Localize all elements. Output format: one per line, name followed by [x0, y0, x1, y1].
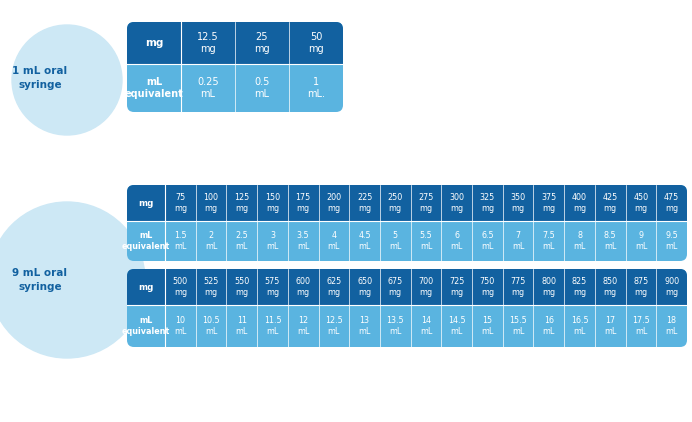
Text: 150
mg: 150 mg [265, 193, 280, 213]
Text: 875
mg: 875 mg [633, 277, 648, 297]
Text: 200
mg: 200 mg [327, 193, 341, 213]
Text: 175
mg: 175 mg [295, 193, 311, 213]
Text: 9 mL oral
syringe: 9 mL oral syringe [12, 268, 68, 292]
Text: 775
mg: 775 mg [511, 277, 526, 297]
Text: 8
mL: 8 mL [574, 231, 585, 251]
Text: 10
mL: 10 mL [174, 316, 187, 335]
Text: 6.5
mL: 6.5 mL [481, 231, 493, 251]
FancyBboxPatch shape [127, 269, 687, 305]
FancyBboxPatch shape [127, 185, 687, 261]
Bar [127, 214, 687, 221]
Circle shape [0, 202, 145, 358]
Text: 25
mg: 25 mg [254, 32, 270, 54]
Text: 1.5
mL: 1.5 mL [174, 231, 187, 251]
Text: 9
mL: 9 mL [635, 231, 647, 251]
Text: 10.5
mL: 10.5 mL [202, 316, 220, 335]
Text: 5
mL: 5 mL [389, 231, 401, 251]
Text: mL
equivalent: mL equivalent [122, 231, 170, 251]
Text: 16
mL: 16 mL [543, 316, 555, 335]
Text: mg: mg [138, 282, 154, 292]
Text: 4
mL: 4 mL [328, 231, 340, 251]
Text: 350
mg: 350 mg [511, 193, 526, 213]
Text: 3
mL: 3 mL [266, 231, 279, 251]
Text: 18
mL: 18 mL [666, 316, 678, 335]
Circle shape [12, 25, 122, 135]
Text: 625
mg: 625 mg [326, 277, 342, 297]
Text: 12.5
mg: 12.5 mg [197, 32, 219, 54]
FancyBboxPatch shape [127, 22, 343, 64]
Text: 750
mg: 750 mg [480, 277, 495, 297]
Text: 12
mL: 12 mL [297, 316, 309, 335]
Text: 300
mg: 300 mg [449, 193, 464, 213]
Text: 0.25
mL: 0.25 mL [197, 77, 219, 99]
Text: 17.5
mL: 17.5 mL [632, 316, 650, 335]
Text: mL
equivalent: mL equivalent [125, 77, 183, 99]
Text: 1
mL.: 1 mL. [307, 77, 325, 99]
Text: 600
mg: 600 mg [295, 277, 311, 297]
Text: 14.5
mL: 14.5 mL [448, 316, 466, 335]
Text: 575
mg: 575 mg [265, 277, 280, 297]
Text: 0.5
mL: 0.5 mL [255, 77, 270, 99]
Text: 14
mL: 14 mL [420, 316, 432, 335]
Text: 5.5
mL: 5.5 mL [419, 231, 432, 251]
Text: mL
equivalent: mL equivalent [122, 316, 170, 336]
Text: 425
mg: 425 mg [603, 193, 618, 213]
FancyBboxPatch shape [127, 269, 687, 347]
Text: 9.5
mL: 9.5 mL [665, 231, 678, 251]
Text: 13.5
mL: 13.5 mL [386, 316, 404, 335]
Text: 700
mg: 700 mg [419, 277, 434, 297]
Text: 11.5
mL: 11.5 mL [264, 316, 281, 335]
Text: 1 mL oral
syringe: 1 mL oral syringe [12, 66, 68, 89]
FancyBboxPatch shape [127, 185, 687, 221]
Text: 825
mg: 825 mg [572, 277, 587, 297]
Text: 2.5
mL: 2.5 mL [235, 231, 248, 251]
Text: 250
mg: 250 mg [388, 193, 403, 213]
Text: 125
mg: 125 mg [234, 193, 249, 213]
Text: 50
mg: 50 mg [308, 32, 324, 54]
Text: 375
mg: 375 mg [541, 193, 556, 213]
Text: 3.5
mL: 3.5 mL [297, 231, 309, 251]
Text: 675
mg: 675 mg [388, 277, 403, 297]
Text: 75
mg: 75 mg [174, 193, 187, 213]
Text: mg: mg [145, 38, 163, 48]
Text: 475
mg: 475 mg [664, 193, 680, 213]
Text: 500
mg: 500 mg [173, 277, 188, 297]
Text: 12.5
mL: 12.5 mL [325, 316, 343, 335]
FancyBboxPatch shape [127, 22, 343, 112]
Text: 17
mL: 17 mL [604, 316, 617, 335]
Text: 11
mL: 11 mL [235, 316, 248, 335]
Text: mg: mg [138, 198, 154, 208]
Text: 8.5
mL: 8.5 mL [604, 231, 617, 251]
Text: 100
mg: 100 mg [203, 193, 219, 213]
Text: 525
mg: 525 mg [203, 277, 219, 297]
Text: 725
mg: 725 mg [449, 277, 464, 297]
Text: 15
mL: 15 mL [481, 316, 493, 335]
Text: 850
mg: 850 mg [603, 277, 618, 297]
Text: 13
mL: 13 mL [358, 316, 371, 335]
Text: 7
mL: 7 mL [512, 231, 525, 251]
Text: 900
mg: 900 mg [664, 277, 680, 297]
Text: 275
mg: 275 mg [418, 193, 434, 213]
Bar [127, 57, 343, 64]
Text: 15.5
mL: 15.5 mL [509, 316, 527, 335]
Text: 325
mg: 325 mg [480, 193, 495, 213]
Text: 400
mg: 400 mg [572, 193, 587, 213]
Text: 6
mL: 6 mL [450, 231, 463, 251]
Text: 800
mg: 800 mg [541, 277, 556, 297]
Text: 16.5
mL: 16.5 mL [571, 316, 588, 335]
Text: 4.5
mL: 4.5 mL [358, 231, 371, 251]
Text: 650
mg: 650 mg [357, 277, 372, 297]
Text: 7.5
mL: 7.5 mL [543, 231, 555, 251]
Bar [127, 298, 687, 305]
Text: 450
mg: 450 mg [633, 193, 648, 213]
Text: 2
mL: 2 mL [205, 231, 217, 251]
Text: 225
mg: 225 mg [357, 193, 372, 213]
Text: 550
mg: 550 mg [234, 277, 249, 297]
